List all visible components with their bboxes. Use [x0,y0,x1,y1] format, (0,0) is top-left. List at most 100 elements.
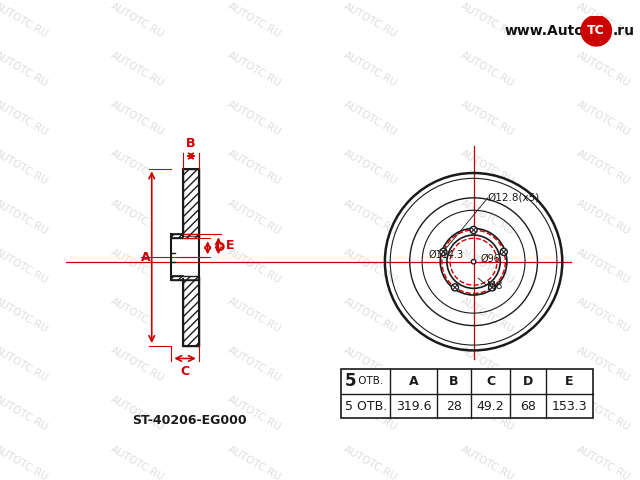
Text: AUTOTC.RU: AUTOTC.RU [575,99,632,138]
Bar [183,279,199,346]
Bar [172,234,199,239]
Text: AUTOTC.RU: AUTOTC.RU [109,198,166,236]
Circle shape [489,284,496,291]
Bar [341,369,593,419]
Circle shape [581,15,611,46]
Text: D: D [215,241,225,254]
Circle shape [470,227,477,234]
Text: AUTOTC.RU: AUTOTC.RU [458,50,516,89]
Text: AUTOTC.RU: AUTOTC.RU [342,198,399,236]
Text: AUTOTC.RU: AUTOTC.RU [0,50,50,89]
Circle shape [471,260,476,264]
Text: E: E [565,375,573,388]
Text: AUTOTC.RU: AUTOTC.RU [0,0,50,39]
Text: Ø96: Ø96 [480,253,500,264]
Text: AUTOTC.RU: AUTOTC.RU [575,296,632,335]
Text: AUTOTC.RU: AUTOTC.RU [0,247,50,286]
Text: AUTOTC.RU: AUTOTC.RU [575,148,632,187]
Text: 68: 68 [520,399,536,413]
Text: AUTOTC.RU: AUTOTC.RU [458,395,516,433]
Text: AUTOTC.RU: AUTOTC.RU [0,148,50,187]
Text: .ru: .ru [612,24,634,38]
Text: ОТВ.: ОТВ. [355,376,383,386]
Text: AUTOTC.RU: AUTOTC.RU [109,50,166,89]
Text: ST-40206-EG000: ST-40206-EG000 [132,414,247,427]
Bar [183,168,199,236]
Text: B: B [449,375,459,388]
Text: AUTOTC.RU: AUTOTC.RU [0,99,50,138]
Text: 28: 28 [446,399,462,413]
Text: AUTOTC.RU: AUTOTC.RU [575,345,632,384]
Text: B: B [186,137,196,150]
Text: AUTOTC.RU: AUTOTC.RU [109,395,166,433]
Text: AUTOTC.RU: AUTOTC.RU [458,345,516,384]
Text: AUTOTC.RU: AUTOTC.RU [109,296,166,335]
Circle shape [500,248,508,255]
Text: TC: TC [588,24,605,37]
Text: A: A [141,251,150,264]
Text: AUTOTC.RU: AUTOTC.RU [226,395,283,433]
Text: AUTOTC.RU: AUTOTC.RU [226,99,283,138]
Text: AUTOTC.RU: AUTOTC.RU [109,444,166,480]
Bar [172,276,199,280]
Text: AUTOTC.RU: AUTOTC.RU [458,247,516,286]
Text: C: C [486,375,495,388]
Text: AUTOTC.RU: AUTOTC.RU [575,444,632,480]
Text: 49.2: 49.2 [477,399,504,413]
Text: AUTOTC.RU: AUTOTC.RU [575,50,632,89]
Bar [172,276,199,280]
Text: AUTOTC.RU: AUTOTC.RU [109,148,166,187]
Text: AUTOTC.RU: AUTOTC.RU [109,0,166,39]
Text: C: C [180,365,189,378]
Text: www.Auto: www.Auto [505,24,585,38]
Text: AUTOTC.RU: AUTOTC.RU [342,444,399,480]
Text: AUTOTC.RU: AUTOTC.RU [458,99,516,138]
Text: AUTOTC.RU: AUTOTC.RU [342,296,399,335]
Text: AUTOTC.RU: AUTOTC.RU [226,198,283,236]
Text: M8: M8 [487,280,502,290]
Text: AUTOTC.RU: AUTOTC.RU [109,345,166,384]
Text: AUTOTC.RU: AUTOTC.RU [226,444,283,480]
Text: AUTOTC.RU: AUTOTC.RU [342,0,399,39]
Text: Ø12.8(x5): Ø12.8(x5) [488,193,540,203]
Text: E: E [225,240,234,252]
Bar [149,151,221,364]
Text: AUTOTC.RU: AUTOTC.RU [342,50,399,89]
Text: AUTOTC.RU: AUTOTC.RU [0,296,50,335]
Bar [183,279,199,346]
Circle shape [440,248,447,255]
Text: AUTOTC.RU: AUTOTC.RU [226,50,283,89]
Text: AUTOTC.RU: AUTOTC.RU [575,247,632,286]
Text: AUTOTC.RU: AUTOTC.RU [226,148,283,187]
Bar [172,234,199,239]
Text: AUTOTC.RU: AUTOTC.RU [458,296,516,335]
Text: 5 ОТВ.: 5 ОТВ. [344,399,387,413]
Text: AUTOTC.RU: AUTOTC.RU [342,148,399,187]
Text: AUTOTC.RU: AUTOTC.RU [458,444,516,480]
Circle shape [451,284,458,291]
Text: AUTOTC.RU: AUTOTC.RU [0,444,50,480]
Text: AUTOTC.RU: AUTOTC.RU [109,247,166,286]
Text: AUTOTC.RU: AUTOTC.RU [342,395,399,433]
Text: AUTOTC.RU: AUTOTC.RU [575,0,632,39]
Text: AUTOTC.RU: AUTOTC.RU [0,345,50,384]
Text: AUTOTC.RU: AUTOTC.RU [226,0,283,39]
Text: AUTOTC.RU: AUTOTC.RU [226,345,283,384]
Text: AUTOTC.RU: AUTOTC.RU [575,395,632,433]
Bar [183,168,199,236]
Text: AUTOTC.RU: AUTOTC.RU [458,148,516,187]
Text: 153.3: 153.3 [552,399,587,413]
Text: 319.6: 319.6 [396,399,431,413]
Text: AUTOTC.RU: AUTOTC.RU [226,296,283,335]
Text: Ø114.3: Ø114.3 [429,250,464,260]
Text: AUTOTC.RU: AUTOTC.RU [458,0,516,39]
Text: AUTOTC.RU: AUTOTC.RU [342,247,399,286]
Text: AUTOTC.RU: AUTOTC.RU [575,198,632,236]
Text: A: A [409,375,419,388]
Text: AUTOTC.RU: AUTOTC.RU [458,198,516,236]
Text: AUTOTC.RU: AUTOTC.RU [226,247,283,286]
Text: AUTOTC.RU: AUTOTC.RU [0,198,50,236]
Text: AUTOTC.RU: AUTOTC.RU [0,395,50,433]
Text: 5: 5 [345,372,356,390]
Text: AUTOTC.RU: AUTOTC.RU [342,345,399,384]
